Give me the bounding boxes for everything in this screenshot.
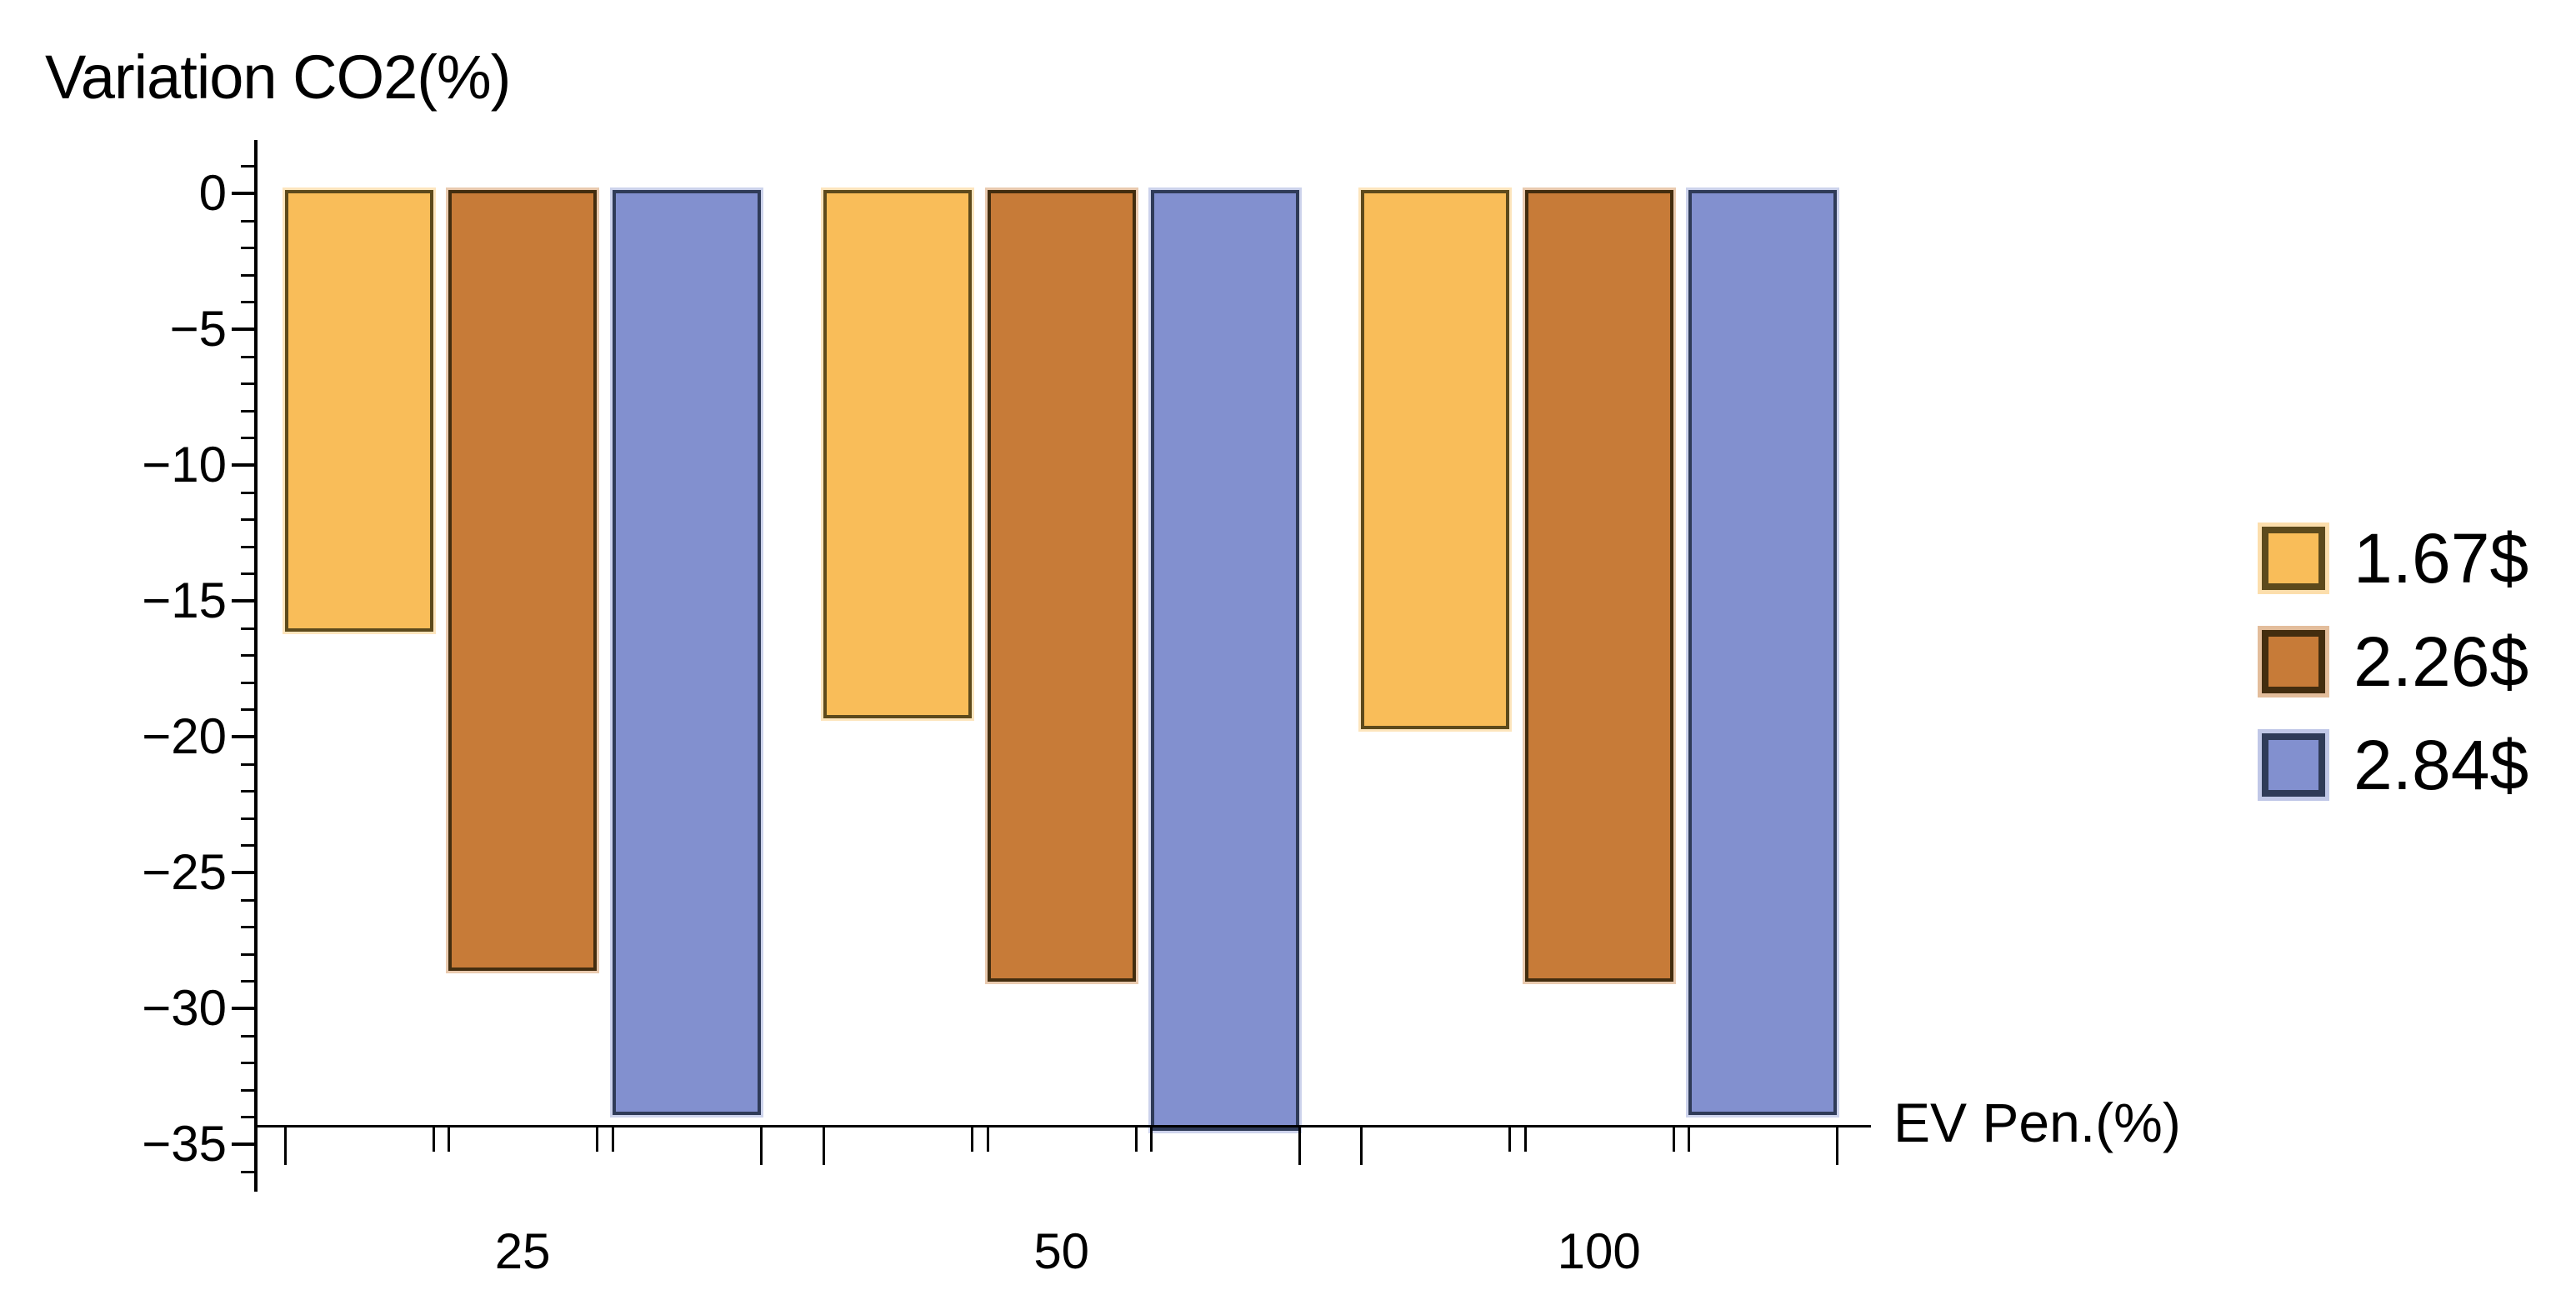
bar-2.26$-25 — [448, 190, 598, 972]
x-bar-tick — [1150, 1128, 1153, 1152]
y-minor-tick — [241, 1116, 254, 1119]
legend-item: 1.67$ — [2262, 523, 2528, 593]
y-minor-tick — [241, 301, 254, 304]
y-tick-label: −5 — [169, 301, 227, 357]
y-minor-tick — [241, 708, 254, 712]
x-bar-tick — [596, 1128, 599, 1152]
bar-1.67$-50 — [823, 190, 973, 718]
y-minor-tick — [241, 926, 254, 929]
legend-swatch-icon — [2262, 630, 2325, 693]
x-bar-tick — [1134, 1128, 1138, 1152]
y-minor-tick — [241, 518, 254, 522]
y-tick-label: −30 — [142, 980, 227, 1036]
y-major-tick — [232, 1007, 254, 1010]
y-minor-tick — [241, 844, 254, 848]
x-bar-tick — [1508, 1128, 1512, 1152]
bar-1.67$-100 — [1361, 190, 1510, 729]
bar-2.26$-50 — [987, 190, 1136, 982]
x-group-tick — [1836, 1128, 1839, 1165]
x-group-tick — [283, 1128, 287, 1165]
y-major-tick — [232, 328, 254, 331]
legend-swatch-icon — [2262, 733, 2325, 797]
y-minor-tick — [241, 980, 254, 983]
y-minor-tick — [241, 627, 254, 630]
x-bar-tick — [1688, 1128, 1691, 1152]
x-axis-label: EV Pen.(%) — [1893, 1092, 2181, 1153]
y-tick-label: −10 — [142, 437, 227, 492]
x-group-label: 100 — [1557, 1223, 1641, 1279]
x-bar-tick — [1523, 1128, 1527, 1152]
y-minor-tick — [241, 1062, 254, 1065]
y-tick-label: −35 — [142, 1116, 227, 1172]
y-minor-tick — [241, 790, 254, 793]
bar-2.84$-50 — [1151, 190, 1300, 1132]
y-minor-tick — [241, 1088, 254, 1092]
y-major-tick — [232, 1142, 254, 1146]
y-major-tick — [232, 735, 254, 738]
y-major-tick — [232, 871, 254, 874]
y-minor-tick — [241, 165, 254, 168]
y-minor-tick — [241, 437, 254, 440]
y-minor-tick — [241, 1170, 254, 1173]
x-bar-tick — [432, 1128, 435, 1152]
x-group-tick — [823, 1128, 826, 1165]
x-bar-tick — [611, 1128, 614, 1152]
y-major-tick — [232, 192, 254, 195]
y-minor-tick — [241, 681, 254, 684]
bar-2.84$-100 — [1688, 190, 1838, 1115]
y-tick-label: −20 — [142, 708, 227, 764]
legend-label: 1.67$ — [2353, 519, 2529, 598]
x-bar-tick — [986, 1128, 989, 1152]
legend-label: 2.26$ — [2353, 622, 2529, 701]
y-minor-tick — [241, 952, 254, 956]
y-major-tick — [232, 463, 254, 467]
y-minor-tick — [241, 355, 254, 358]
legend-item: 2.84$ — [2262, 730, 2528, 800]
y-axis-line — [254, 140, 258, 1192]
y-minor-tick — [241, 491, 254, 494]
y-minor-tick — [241, 817, 254, 820]
y-minor-tick — [241, 247, 254, 250]
legend-item: 2.26$ — [2262, 627, 2528, 697]
y-minor-tick — [241, 1034, 254, 1038]
y-major-tick — [232, 599, 254, 602]
bar-1.67$-25 — [284, 190, 433, 632]
y-minor-tick — [241, 654, 254, 658]
bar-2.84$-25 — [612, 190, 761, 1115]
x-group-label: 50 — [1033, 1223, 1090, 1279]
x-group-tick — [1298, 1128, 1302, 1165]
x-group-tick — [1360, 1128, 1363, 1165]
x-bar-tick — [971, 1128, 974, 1152]
bar-2.26$-100 — [1524, 190, 1673, 982]
legend-label: 2.84$ — [2353, 726, 2529, 804]
legend-swatch-icon — [2262, 527, 2325, 590]
y-minor-tick — [241, 572, 254, 576]
y-minor-tick — [241, 545, 254, 548]
x-bar-tick — [1672, 1128, 1675, 1152]
y-minor-tick — [241, 762, 254, 766]
y-minor-tick — [241, 273, 254, 277]
x-bar-tick — [448, 1128, 451, 1152]
y-minor-tick — [241, 409, 254, 412]
y-minor-tick — [241, 382, 254, 386]
x-axis-line — [254, 1125, 1871, 1128]
y-minor-tick — [241, 219, 254, 222]
y-tick-label: 0 — [198, 165, 227, 221]
x-group-label: 25 — [494, 1223, 551, 1279]
y-tick-label: −25 — [142, 844, 227, 900]
legend: 1.67$ 2.26$ 2.84$ — [2262, 523, 2528, 800]
y-minor-tick — [241, 898, 254, 902]
chart-title: Variation CO2(%) — [45, 42, 511, 112]
y-tick-label: −15 — [142, 572, 227, 628]
x-group-tick — [759, 1128, 763, 1165]
